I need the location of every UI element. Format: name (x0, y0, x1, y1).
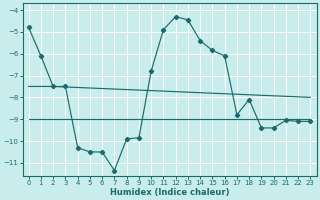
X-axis label: Humidex (Indice chaleur): Humidex (Indice chaleur) (110, 188, 229, 197)
